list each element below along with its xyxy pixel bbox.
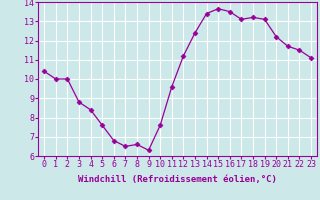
X-axis label: Windchill (Refroidissement éolien,°C): Windchill (Refroidissement éolien,°C) bbox=[78, 175, 277, 184]
